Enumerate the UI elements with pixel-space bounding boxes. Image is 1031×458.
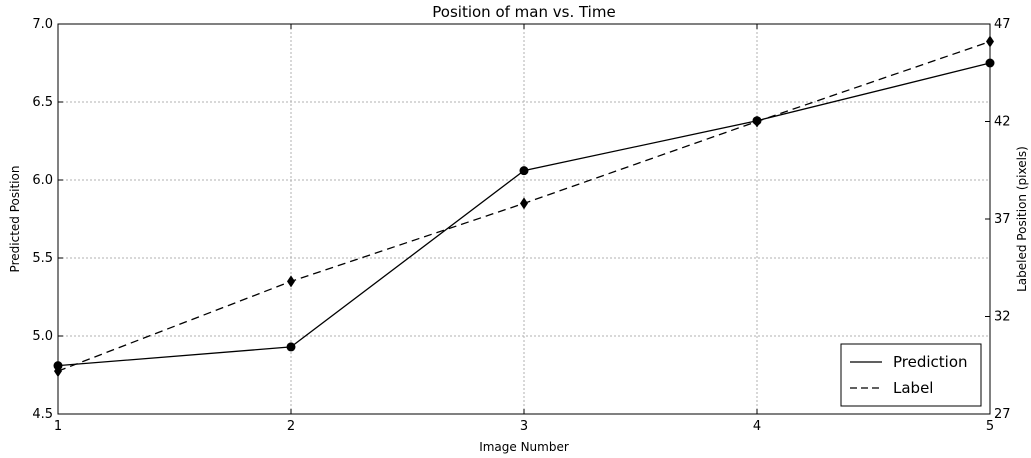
x-tick-label: 1 xyxy=(54,419,62,434)
legend: Prediction Label xyxy=(840,343,982,407)
y-axis-label-right: Labeled Position (pixels) xyxy=(1015,146,1029,292)
y-tick-label: 5.5 xyxy=(32,251,53,266)
plot-frame xyxy=(57,23,991,415)
data-point-prediction xyxy=(519,166,529,176)
legend-prediction-label: Prediction xyxy=(893,353,968,371)
x-tick-label: 4 xyxy=(753,419,761,434)
y-right-tick-label: 37 xyxy=(994,212,1011,227)
y-axis-label: Predicted Position xyxy=(8,166,22,273)
data-point-prediction xyxy=(286,342,296,352)
y-tick-label: 4.5 xyxy=(32,407,53,422)
y-right-tick-label: 32 xyxy=(994,310,1011,325)
y-right-tick-label: 47 xyxy=(994,17,1011,32)
legend-box xyxy=(840,343,982,407)
y-tick-label: 6.0 xyxy=(32,173,53,188)
x-axis-label: Image Number xyxy=(479,440,569,454)
chart-title: Position of man vs. Time xyxy=(432,3,615,21)
y-tick-label: 5.0 xyxy=(32,329,53,344)
x-tick-label: 3 xyxy=(520,419,528,434)
y-tick-label: 6.5 xyxy=(32,95,53,110)
data-point-label xyxy=(520,197,528,210)
axis-ticks: 1 2 3 4 5 4.5 5.0 5.5 6.0 6.5 7.0 27 32 37 42 47 xyxy=(32,17,1010,434)
data-point-label xyxy=(753,115,761,128)
y-tick-label: 7.0 xyxy=(32,17,53,32)
x-tick-label: 2 xyxy=(287,419,295,434)
x-tick-label: 5 xyxy=(986,419,994,434)
legend-label-label: Label xyxy=(893,379,933,397)
data-point-label xyxy=(287,275,295,288)
y-right-tick-label: 27 xyxy=(994,407,1011,422)
y-right-tick-label: 42 xyxy=(994,115,1011,130)
